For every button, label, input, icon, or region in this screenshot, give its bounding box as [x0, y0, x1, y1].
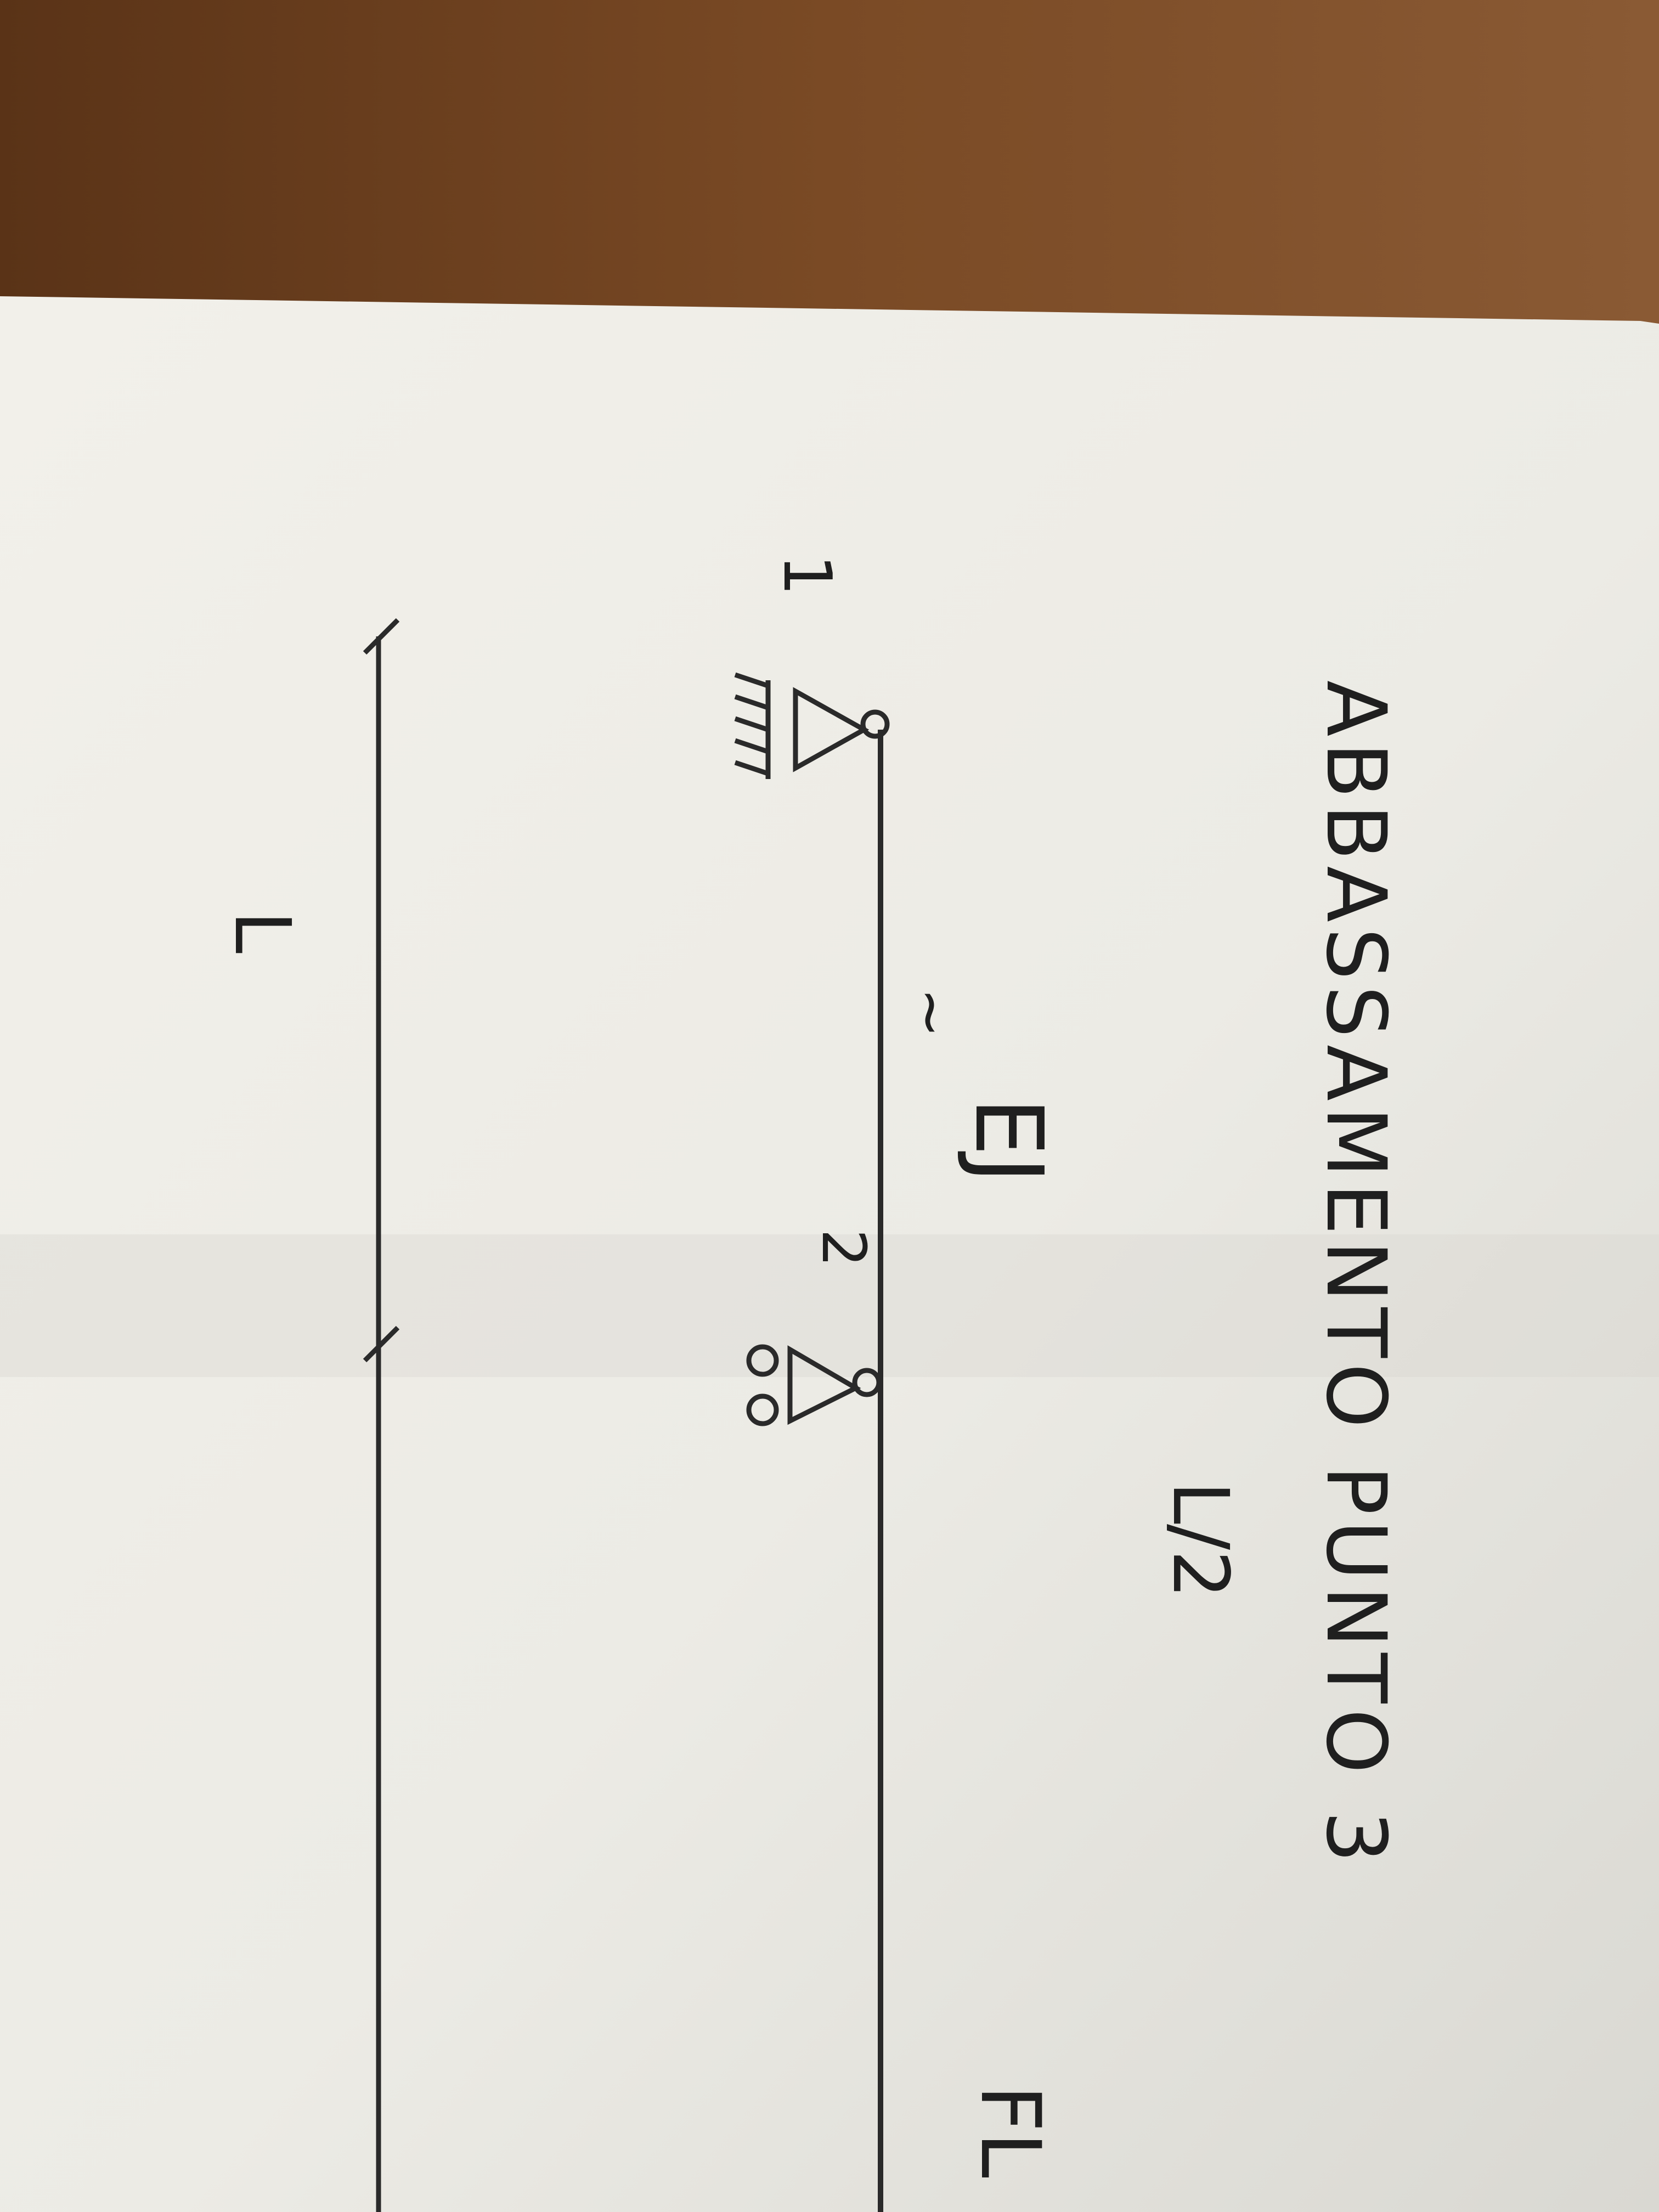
roller-support-node-2 [746, 1344, 882, 1426]
pin-support-node-1 [734, 672, 890, 779]
approx-symbol: ~ [896, 988, 967, 1038]
dimension-L-half-label: L/2 [1155, 1481, 1245, 1599]
stiffness-label: EJ [954, 1097, 1063, 1184]
sheet-title: ABBASSAMENTO PUNTO 3 [1308, 680, 1403, 1869]
node-1-label: 1 [769, 554, 845, 596]
dimension-line [363, 618, 400, 2212]
wooden-table [0, 0, 1659, 340]
load-label: FL [962, 2085, 1058, 2178]
paper-sheet [0, 296, 1659, 2212]
node-2-label: 2 [809, 1229, 879, 1267]
dimension-L-label: L [217, 911, 307, 953]
